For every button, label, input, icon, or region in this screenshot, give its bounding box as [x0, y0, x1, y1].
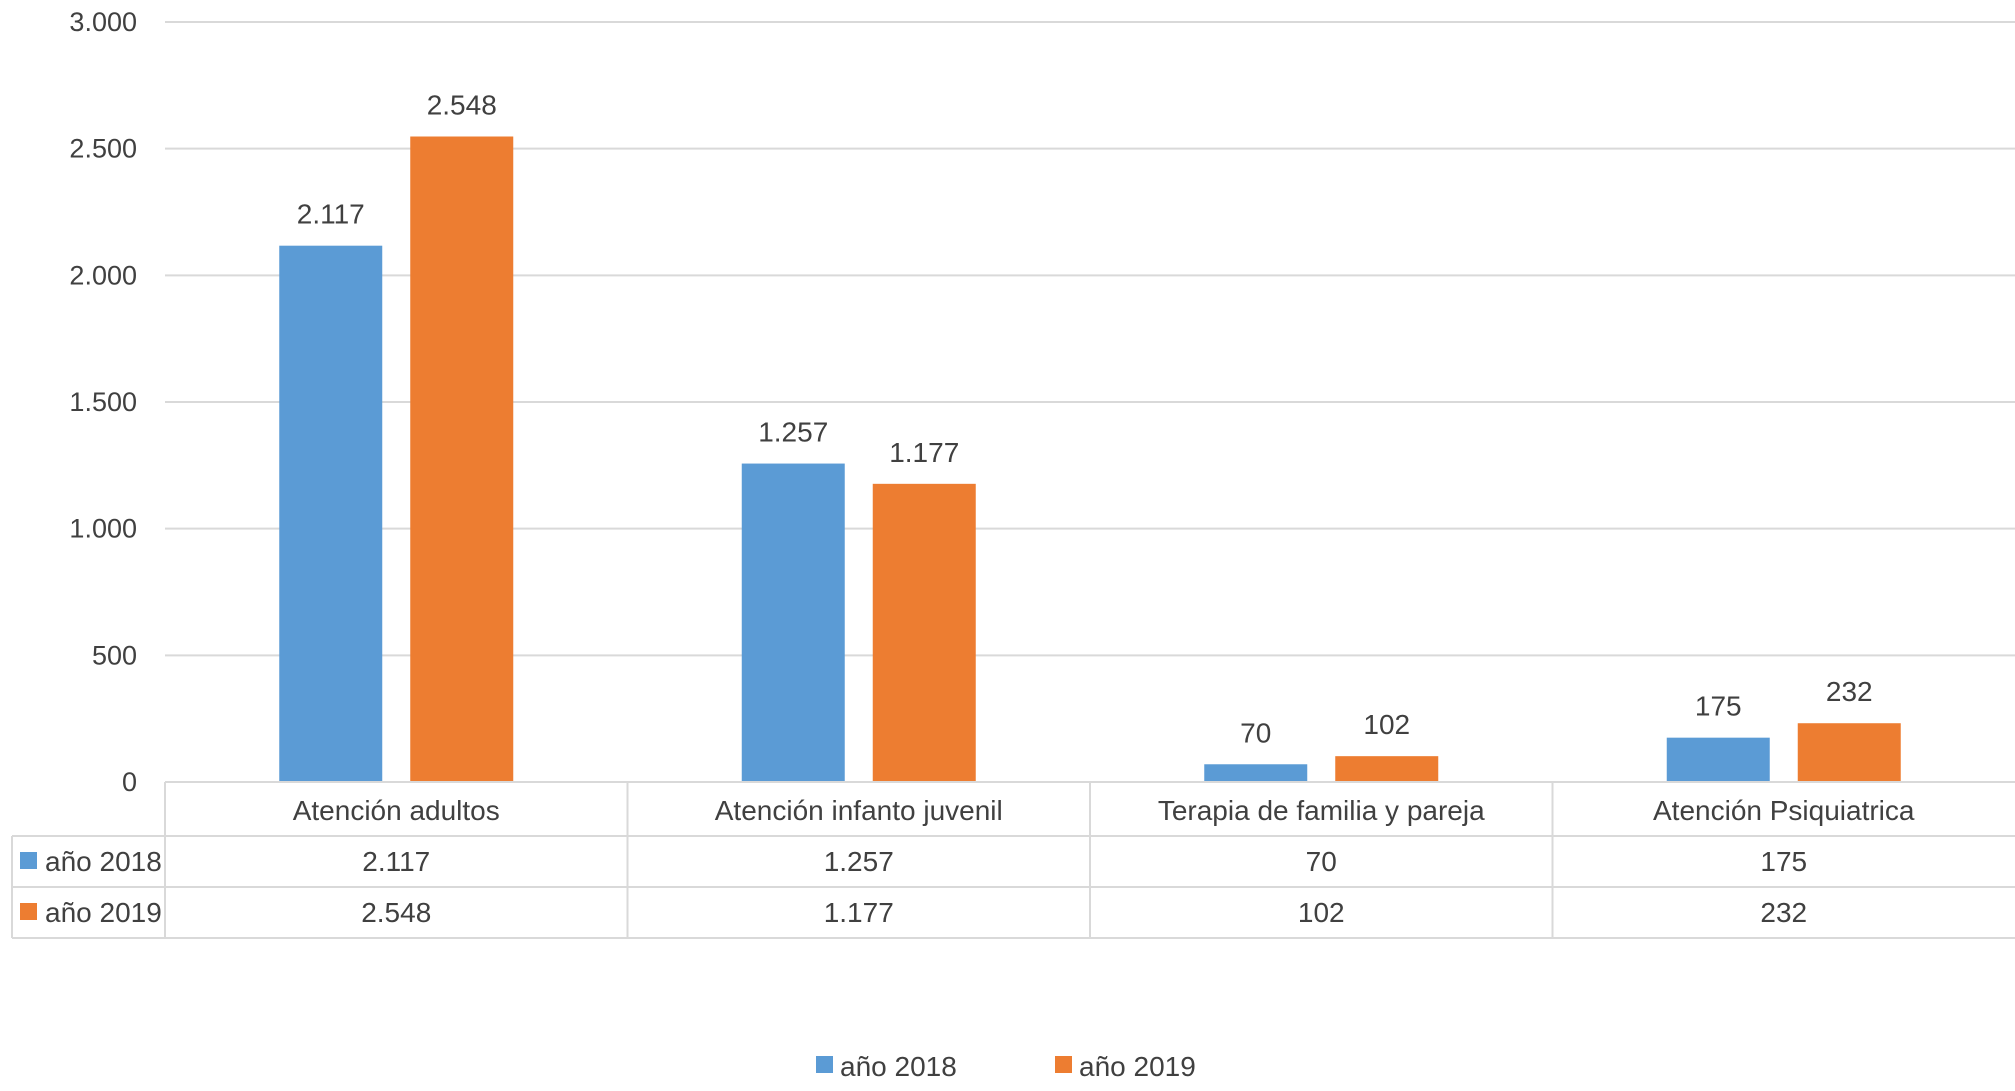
table-cell: 2.548: [361, 897, 431, 928]
bar: [1204, 764, 1308, 782]
table-cell: 2.117: [362, 846, 430, 877]
legend-label: año 2019: [1079, 1051, 1196, 1082]
gridlines: 0 500 1.000 1.500 2.000 2.500 3.000: [69, 7, 2015, 797]
table-series-name: año 2019: [45, 897, 162, 928]
bar: [1335, 756, 1439, 782]
data-label: 1.177: [889, 437, 959, 468]
y-tick-label: 2.500: [69, 134, 137, 164]
bar: [410, 136, 514, 783]
y-tick-label: 1.000: [69, 514, 137, 544]
data-label: 2.117: [297, 199, 365, 230]
data-label: 102: [1363, 709, 1410, 740]
category-label: Atención infanto juvenil: [715, 795, 1003, 826]
table-series-name: año 2018: [45, 846, 162, 877]
bars: [279, 136, 1901, 783]
category-label: Atención adultos: [293, 795, 500, 826]
table-cell: 232: [1760, 897, 1807, 928]
y-tick-label: 0: [122, 767, 137, 797]
legend-label: año 2018: [840, 1051, 957, 1082]
table-cell: 1.257: [824, 846, 894, 877]
data-label: 70: [1240, 717, 1271, 748]
bar: [1666, 737, 1770, 782]
table-legend-key: [20, 903, 37, 920]
bar: [741, 463, 845, 782]
data-label: 232: [1826, 676, 1873, 707]
data-table: Atención adultos Atención infanto juvenil…: [11, 781, 2015, 939]
table-cell: 175: [1760, 846, 1807, 877]
y-tick-label: 1.500: [69, 387, 137, 417]
bar: [279, 245, 383, 782]
table-cell: 1.177: [824, 897, 894, 928]
table-cell: 102: [1298, 897, 1345, 928]
table-legend-key: [20, 852, 37, 869]
category-label: Atención Psiquiatrica: [1653, 795, 1915, 826]
y-tick-label: 500: [92, 640, 137, 670]
bar: [1797, 723, 1901, 782]
data-label: 175: [1695, 691, 1742, 722]
category-label: Terapia de familia y pareja: [1158, 795, 1485, 826]
data-label: 1.257: [758, 417, 828, 448]
legend: año 2018 año 2019: [816, 1051, 1196, 1082]
table-cell: 70: [1306, 846, 1337, 877]
bar: [872, 483, 976, 782]
data-label: 2.548: [427, 90, 497, 121]
data-labels: 2.117 2.548 1.257 1.177 70 102 175 232: [297, 90, 1873, 749]
y-tick-label: 3.000: [69, 7, 137, 37]
y-tick-label: 2.000: [69, 260, 137, 290]
legend-key: [816, 1056, 833, 1073]
legend-key: [1055, 1056, 1072, 1073]
